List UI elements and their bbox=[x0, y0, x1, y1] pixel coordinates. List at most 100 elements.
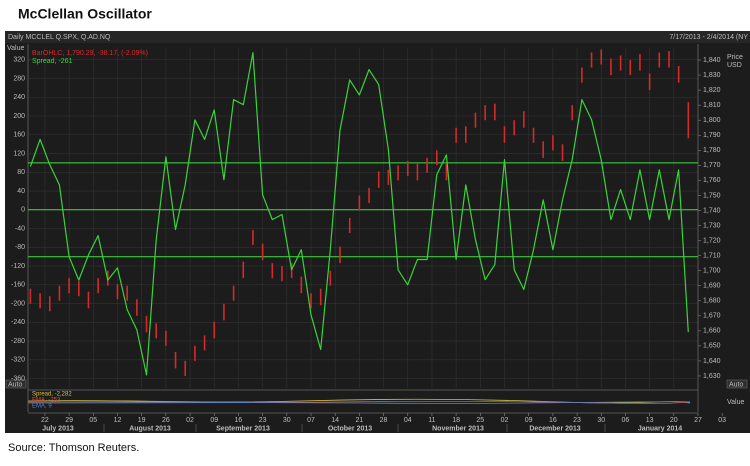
x-tick-label: 29 bbox=[65, 417, 73, 424]
auto-button[interactable] bbox=[726, 379, 748, 389]
header-right: 7/17/2013 - 2/4/2014 (NY bbox=[669, 34, 748, 41]
lower-y-label: Value bbox=[727, 399, 744, 406]
month-label: January 2014 bbox=[638, 425, 682, 432]
y-tick-label: 160 bbox=[13, 132, 25, 139]
x-tick-label: 16 bbox=[549, 417, 557, 424]
auto-button[interactable] bbox=[5, 379, 27, 389]
lower-legend-entry: Spread, -2,282 bbox=[32, 392, 72, 398]
y-tick-label: -320 bbox=[11, 357, 25, 364]
x-tick-label: 12 bbox=[114, 417, 122, 424]
month-label: December 2013 bbox=[529, 425, 580, 432]
lower-panel-line bbox=[27, 401, 691, 404]
y-tick-label: 240 bbox=[13, 94, 25, 101]
y2-tick-label: 1,830 bbox=[703, 72, 721, 79]
y2-tick-label: 1,710 bbox=[703, 252, 721, 259]
lower-panel-line bbox=[27, 400, 691, 404]
y-tick-label: -40 bbox=[15, 225, 25, 232]
month-label: September 2013 bbox=[216, 425, 270, 432]
x-tick-label: 26 bbox=[162, 417, 170, 424]
y-tick-label: 0 bbox=[21, 207, 25, 214]
legend-entry: BarOHLC, 1,790.29, -38.17, (-2.09%) bbox=[32, 50, 148, 57]
y2-tick-label: 1,690 bbox=[703, 283, 721, 290]
y-tick-label: 120 bbox=[13, 150, 25, 157]
y2-tick-label: 1,730 bbox=[703, 222, 721, 229]
y-tick-label: -80 bbox=[15, 244, 25, 251]
x-tick-label: 09 bbox=[525, 417, 533, 424]
y2-tick-label: 1,770 bbox=[703, 162, 721, 169]
y2-tick-label: 1,660 bbox=[703, 328, 721, 335]
y2-tick-label: 1,640 bbox=[703, 358, 721, 365]
y-tick-label: 320 bbox=[13, 57, 25, 64]
y2-tick-label: 1,650 bbox=[703, 343, 721, 350]
y2-tick-label: 1,810 bbox=[703, 102, 721, 109]
month-label: November 2013 bbox=[432, 425, 484, 432]
x-tick-label: 02 bbox=[501, 417, 509, 424]
x-tick-label: 14 bbox=[331, 417, 339, 424]
header-left: Daily MCCLEL Q.SPX, Q.AD.NQ bbox=[8, 34, 111, 41]
auto-button-label[interactable]: Auto bbox=[729, 381, 744, 388]
y-tick-label: 200 bbox=[13, 113, 25, 120]
y2-tick-label: 1,630 bbox=[703, 373, 721, 380]
y2-tick-label: 1,790 bbox=[703, 132, 721, 139]
x-tick-label: 22 bbox=[41, 417, 49, 424]
x-tick-label: 13 bbox=[646, 417, 654, 424]
source: Source: Thomson Reuters. bbox=[8, 442, 139, 454]
x-tick-label: 25 bbox=[476, 417, 484, 424]
y-tick-label: 40 bbox=[17, 188, 25, 195]
y-tick-label: -120 bbox=[11, 263, 25, 270]
y-tick-label: -200 bbox=[11, 300, 25, 307]
x-tick-label: 30 bbox=[283, 417, 291, 424]
y-tick-label: -240 bbox=[11, 319, 25, 326]
chart-panel bbox=[5, 31, 750, 433]
x-tick-label: 06 bbox=[622, 417, 630, 424]
y2-tick-label: 1,680 bbox=[703, 298, 721, 305]
lower-legend-entry: EMA, -253 bbox=[32, 398, 61, 404]
y2-tick-label: 1,700 bbox=[703, 267, 721, 274]
lower-legend-entry: EMA, 9 bbox=[32, 404, 52, 410]
x-tick-label: 09 bbox=[210, 417, 218, 424]
x-tick-label: 19 bbox=[138, 417, 146, 424]
y-tick-label: 80 bbox=[17, 169, 25, 176]
y2-tick-label: 1,670 bbox=[703, 313, 721, 320]
x-tick-label: 30 bbox=[597, 417, 605, 424]
x-tick-label: 27 bbox=[694, 417, 702, 424]
y2-tick-label: 1,760 bbox=[703, 177, 721, 184]
auto-button-label[interactable]: Auto bbox=[8, 381, 23, 388]
y2-axis-label: Price bbox=[727, 54, 743, 61]
y-tick-label: 280 bbox=[13, 75, 25, 82]
y2-tick-label: 1,720 bbox=[703, 237, 721, 244]
y2-tick-label: 1,750 bbox=[703, 192, 721, 199]
x-tick-label: 07 bbox=[307, 417, 315, 424]
lower-panel-line bbox=[27, 398, 691, 404]
x-tick-label: 04 bbox=[404, 417, 412, 424]
y2-axis-label: USD bbox=[727, 62, 742, 69]
x-tick-label: 20 bbox=[670, 417, 678, 424]
y-axis-label: Value bbox=[7, 45, 24, 52]
series-line bbox=[29, 52, 689, 376]
month-label: August 2013 bbox=[129, 425, 171, 432]
x-tick-label: 05 bbox=[89, 417, 97, 424]
x-tick-label: 21 bbox=[355, 417, 363, 424]
x-tick-label: 23 bbox=[259, 417, 267, 424]
y2-tick-label: 1,780 bbox=[703, 147, 721, 154]
y-tick-label: -280 bbox=[11, 338, 25, 345]
y2-tick-label: 1,740 bbox=[703, 207, 721, 214]
chart-title: McClellan Oscillator bbox=[18, 6, 152, 22]
y2-tick-label: 1,840 bbox=[703, 57, 721, 64]
y-tick-label: -160 bbox=[11, 282, 25, 289]
x-tick-label: 02 bbox=[186, 417, 194, 424]
x-tick-label: 11 bbox=[428, 417, 435, 424]
month-label: July 2013 bbox=[42, 425, 74, 432]
x-tick-label: 03 bbox=[718, 417, 726, 424]
x-tick-label: 28 bbox=[380, 417, 388, 424]
y-tick-label: -360 bbox=[11, 375, 25, 382]
header-bar bbox=[5, 31, 750, 43]
y2-tick-label: 1,800 bbox=[703, 117, 721, 124]
y2-tick-label: 1,820 bbox=[703, 87, 721, 94]
x-tick-label: 23 bbox=[573, 417, 581, 424]
x-tick-label: 16 bbox=[235, 417, 243, 424]
month-label: October 2013 bbox=[328, 425, 372, 432]
x-tick-label: 18 bbox=[452, 417, 460, 424]
